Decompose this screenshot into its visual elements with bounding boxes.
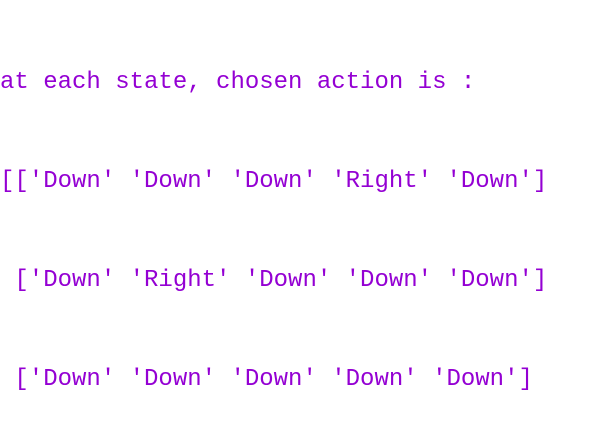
policy-row: ['Down' 'Down' 'Down' 'Down' 'Down'] <box>0 366 533 393</box>
policy-row: ['Down' 'Right' 'Down' 'Down' 'Down'] <box>0 267 548 294</box>
policy-row: [['Down' 'Down' 'Down' 'Right' 'Down'] <box>0 168 548 195</box>
policy-header: at each state, chosen action is : <box>0 69 476 96</box>
